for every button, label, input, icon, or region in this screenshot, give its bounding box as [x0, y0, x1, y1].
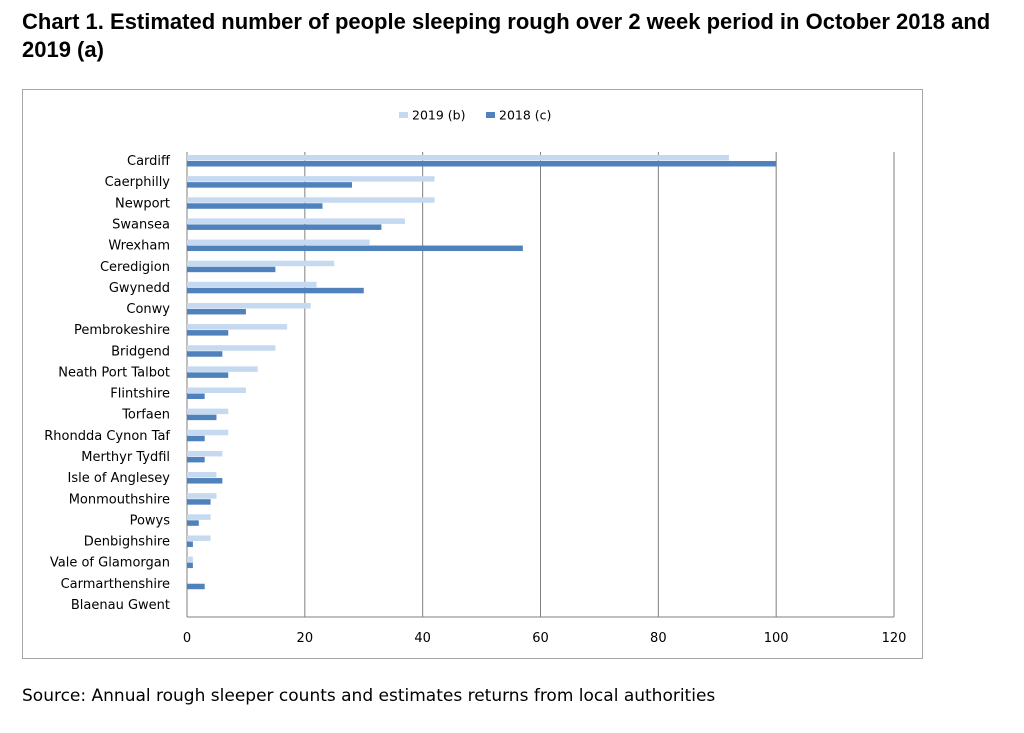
bars: [187, 155, 777, 590]
bar-2018: [187, 583, 205, 590]
x-tick-labels: 0 20 40 60 80 100 120: [183, 631, 907, 646]
x-tick-label: 40: [414, 631, 431, 646]
bar-2019: [187, 556, 193, 563]
category-label: Gwynedd: [109, 281, 170, 296]
category-label: Wrexham: [108, 239, 170, 254]
x-tick-label: 80: [650, 631, 667, 646]
x-tick-label: 20: [297, 631, 314, 646]
category-label: Bridgend: [111, 344, 170, 359]
x-tick-label: 100: [764, 631, 789, 646]
bar-2018: [187, 308, 246, 315]
bar-2019: [187, 493, 217, 499]
category-label: Cardiff: [127, 154, 171, 169]
category-label: Torfaen: [121, 408, 170, 423]
bar-2018: [187, 499, 211, 505]
bar-2018: [187, 203, 323, 209]
bar-2019: [187, 387, 246, 393]
category-label: Carmarthenshire: [61, 577, 170, 592]
bar-2019: [187, 197, 435, 203]
x-tick-label: 60: [532, 631, 549, 646]
category-label: Vale of Glamorgan: [50, 556, 170, 571]
bar-2018: [187, 393, 205, 399]
bar-2018: [187, 372, 229, 378]
bar-2019: [187, 429, 229, 436]
bar-2019: [187, 366, 258, 372]
bar-2019: [187, 155, 730, 161]
bar-2019: [187, 535, 211, 541]
bar-2018: [187, 330, 229, 336]
chart-frame: [22, 89, 923, 659]
bar-2019: [187, 345, 276, 351]
x-tick-label: 120: [882, 631, 907, 646]
category-label: Conwy: [126, 302, 170, 317]
category-label: Newport: [115, 196, 170, 211]
category-label: Powys: [130, 513, 171, 528]
x-tick-label: 0: [183, 631, 191, 646]
bar-2018: [187, 266, 276, 273]
bar-2019: [187, 408, 229, 415]
category-label: Monmouthshire: [69, 492, 170, 507]
bar-2018: [187, 245, 523, 252]
bar-2018: [187, 541, 193, 547]
bar-2019: [187, 472, 217, 478]
bar-2018: [187, 351, 223, 357]
category-labels: Cardiff Caerphilly Newport Swansea Wrexham Ce…: [44, 154, 171, 613]
bar-2018: [187, 478, 223, 484]
bar-2018: [187, 414, 217, 421]
bar-2018: [187, 287, 364, 294]
category-label: Isle of Anglesey: [68, 471, 171, 486]
bar-2019: [187, 176, 435, 182]
bar-2018: [187, 562, 193, 569]
legend-swatch: [399, 112, 408, 118]
chart-title: Chart 1. Estimated number of people slee…: [22, 9, 991, 62]
category-label: Pembrokeshire: [74, 323, 170, 338]
bar-2018: [187, 520, 199, 526]
legend-swatch: [486, 112, 495, 118]
bar-2019: [187, 260, 335, 267]
gridlines: [186, 152, 895, 618]
legend-label: 2018 (c): [499, 108, 551, 123]
bar-2019: [187, 218, 405, 224]
category-label: Flintshire: [110, 387, 170, 402]
legend-label: 2019 (b): [412, 108, 465, 123]
bar-2018: [187, 456, 205, 463]
legend: 2019 (b) 2018 (c): [399, 108, 551, 123]
bar-2019: [187, 514, 211, 520]
category-label: Neath Port Talbot: [58, 365, 170, 380]
bar-2018: [187, 182, 352, 188]
category-label: Caerphilly: [105, 175, 171, 190]
source-note: Source: Annual rough sleeper counts and …: [22, 686, 716, 706]
bar-2018: [187, 435, 205, 442]
bar-2018: [187, 161, 777, 167]
bar-2019: [187, 324, 288, 330]
bar-2018: [187, 224, 382, 230]
category-label: Merthyr Tydfil: [81, 450, 170, 465]
category-label: Swansea: [112, 217, 170, 232]
category-label: Ceredigion: [100, 260, 170, 275]
bar-2019: [187, 281, 317, 288]
category-label: Denbighshire: [84, 535, 170, 550]
bar-2019: [187, 450, 223, 457]
bar-2019: [187, 239, 370, 246]
bar-2019: [187, 302, 311, 309]
category-label: Rhondda Cynon Taf: [44, 429, 170, 444]
category-label: Blaenau Gwent: [71, 598, 170, 613]
